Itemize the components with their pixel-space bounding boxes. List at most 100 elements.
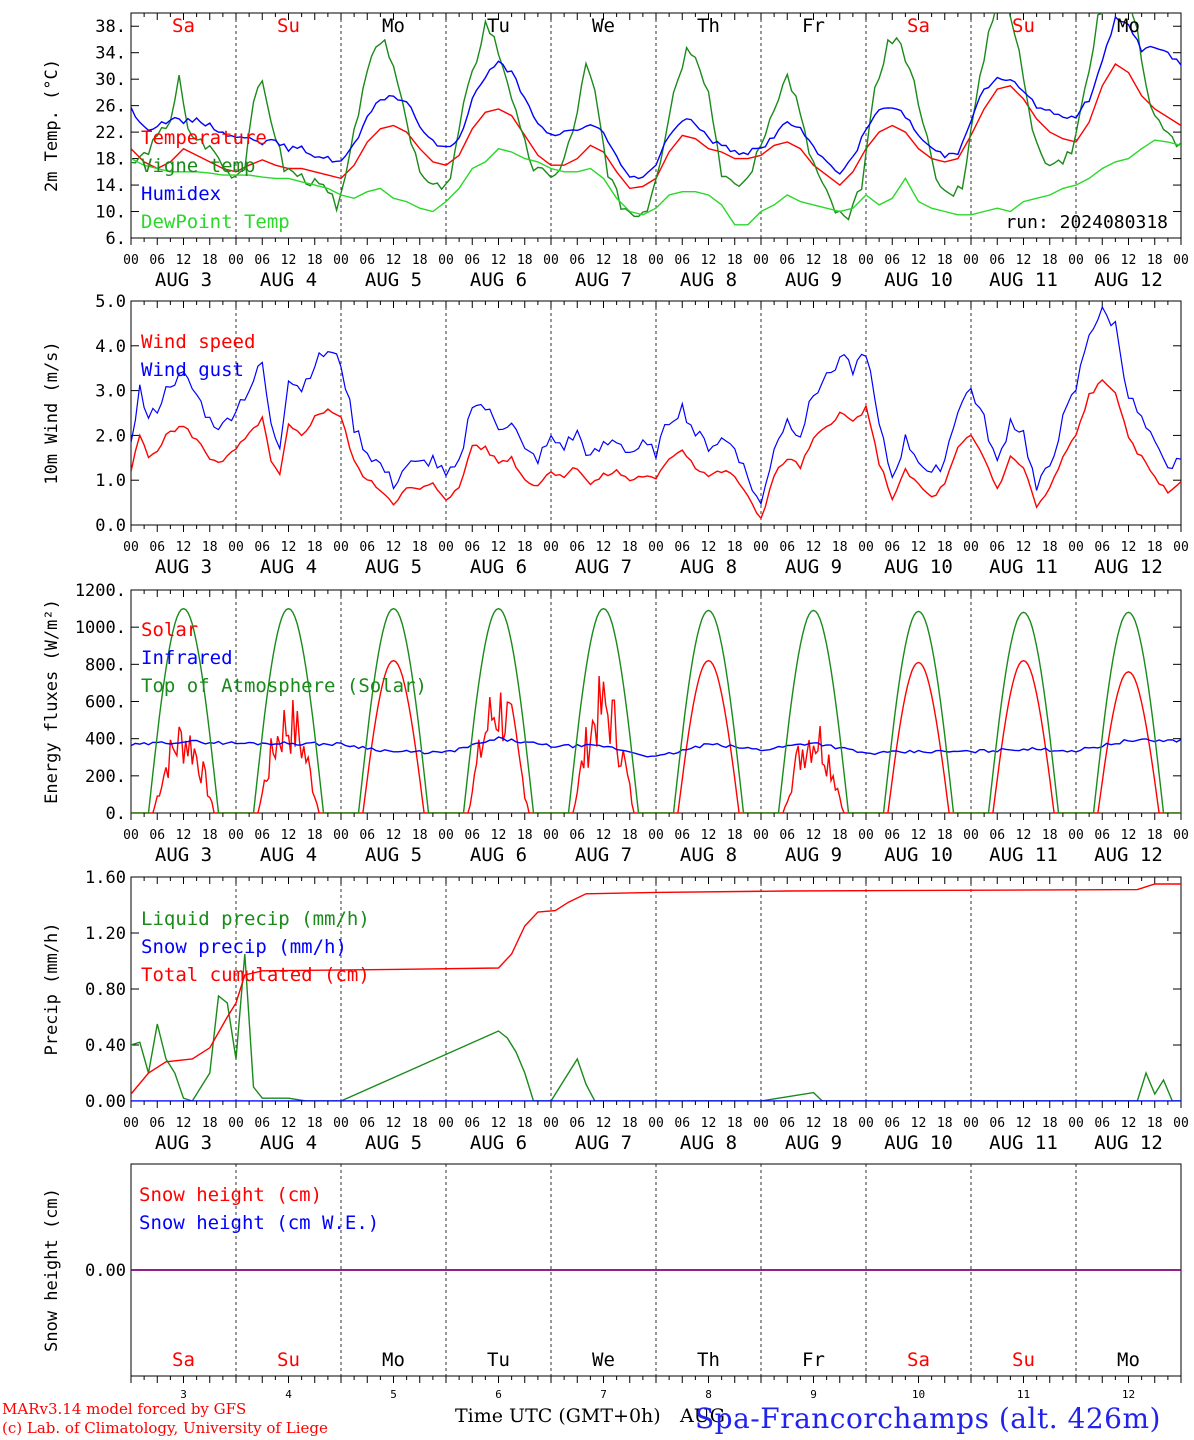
x-tick-label: 18: [832, 1116, 848, 1131]
x-tick-label: 12: [281, 253, 297, 268]
x-tick-label: 00: [123, 540, 139, 555]
x-tick-label: 00: [228, 1116, 244, 1131]
x-tick-label: 06: [884, 1116, 900, 1131]
y-tick-label: 0.0: [95, 516, 126, 536]
x-tick-label: 12: [701, 1116, 717, 1131]
x-tick-label: 12: [176, 540, 192, 555]
x-tick-label: 06: [254, 1116, 270, 1131]
x-tick-label: 12: [911, 540, 927, 555]
date-label: AUG 8: [680, 1132, 737, 1154]
y-tick-label: 1.20: [85, 924, 126, 944]
weekday-top: Tu: [487, 15, 510, 37]
x-tick-label: 00: [228, 540, 244, 555]
x-tick-label: 06: [779, 253, 795, 268]
series-infrared: [131, 736, 1181, 758]
weekday-bottom: Sa: [907, 1349, 930, 1371]
x-tick-label: 12: [701, 253, 717, 268]
x-tick-label: 00: [543, 828, 559, 843]
panel-wind: 00 06 12 18 00 06 12 18 00 06 12 18 00 06 12 18 00 06 12 18…: [42, 292, 1189, 578]
x-tick-label: 18: [517, 540, 533, 555]
x-tick-label: 12: [1016, 540, 1032, 555]
weekday-bottom: Mo: [1117, 1349, 1140, 1371]
x-tick-label: 00: [963, 253, 979, 268]
x-tick-label: 00: [858, 828, 874, 843]
model-credit-line2: (c) Lab. of Climatology, University of L…: [2, 1419, 328, 1437]
weekday-top: Sa: [907, 15, 930, 37]
x-tick-label: 06: [464, 540, 480, 555]
x-tick-label: 12: [1016, 1116, 1032, 1131]
x-tick-label: 18: [412, 828, 428, 843]
x-tick-label: 06: [464, 253, 480, 268]
station-label: Spa-Francorchamps (alt. 426m): [695, 1402, 1161, 1435]
series-vigne-temp: [131, 13, 1181, 221]
date-label: AUG 4: [260, 1132, 317, 1154]
x-tick-label: 12: [281, 540, 297, 555]
date-label: AUG 6: [470, 1132, 527, 1154]
x-tick-label: 18: [727, 1116, 743, 1131]
weekday-bottom: Mo: [382, 1349, 405, 1371]
date-label: AUG 10: [884, 1132, 953, 1154]
x-tick-label: 18: [1147, 828, 1163, 843]
date-label: AUG 6: [470, 556, 527, 578]
plot-frame: [130, 589, 1182, 814]
x-tick-label: 18: [832, 540, 848, 555]
series-wind-gust: [130, 305, 1182, 506]
x-tick-label: 06: [989, 1116, 1005, 1131]
x-tick-label: 00: [1068, 540, 1084, 555]
y-tick-label: 800.: [85, 655, 126, 675]
weekday-top: We: [592, 15, 615, 37]
panel-precip: 00 06 12 18 00 06 12 18 00 06 12 18 00 06 12 18 00 06 12 18…: [42, 868, 1189, 1154]
x-tick-label: 18: [727, 253, 743, 268]
x-tick-label: 06: [359, 540, 375, 555]
x-tick-label: 18: [202, 540, 218, 555]
legend-item: Snow height (cm W.E.): [139, 1212, 379, 1234]
x-tick-label: 06: [569, 253, 585, 268]
y-tick-label: 6.: [106, 229, 126, 249]
y-tick-label: 0.80: [85, 980, 126, 1000]
x-tick-label: 12: [806, 540, 822, 555]
x-tick-label: 18: [1147, 1116, 1163, 1131]
run-label: run: 2024080318: [1005, 212, 1168, 233]
x-tick-label: 12: [491, 253, 507, 268]
x-tick-label: 00: [753, 253, 769, 268]
x-tick-label: 12: [281, 828, 297, 843]
weekday-top: Mo: [1117, 15, 1140, 37]
y-tick-label: 34.: [95, 44, 126, 64]
date-label: AUG 8: [680, 269, 737, 291]
x-tick-label: 18: [727, 540, 743, 555]
y-tick-label: 4.0: [95, 337, 126, 357]
legend-item: Vigne temp: [141, 155, 255, 177]
x-tick-label: 00: [438, 828, 454, 843]
x-tick-label: 00: [228, 828, 244, 843]
date-label: AUG 11: [989, 556, 1058, 578]
day-number: 6: [495, 1388, 502, 1401]
x-tick-label: 18: [202, 253, 218, 268]
x-tick-label: 06: [149, 1116, 165, 1131]
x-tick-label: 12: [806, 1116, 822, 1131]
x-tick-label: 12: [596, 1116, 612, 1131]
weekday-bottom: Sa: [172, 1349, 195, 1371]
x-tick-label: 00: [333, 1116, 349, 1131]
y-tick-label: 22.: [95, 123, 126, 143]
legend-item: Liquid precip (mm/h): [141, 908, 370, 930]
x-tick-label: 06: [359, 828, 375, 843]
day-number: 3: [180, 1388, 187, 1401]
x-tick-label: 06: [254, 828, 270, 843]
date-label: AUG 4: [260, 269, 317, 291]
weekday-top: Mo: [382, 15, 405, 37]
x-tick-label: 12: [1016, 253, 1032, 268]
x-tick-label: 18: [622, 828, 638, 843]
x-tick-label: 06: [569, 540, 585, 555]
legend-item: Total cumulated (cm): [141, 964, 370, 986]
series-dewpoint-temp: [131, 139, 1181, 226]
x-tick-label: 12: [176, 1116, 192, 1131]
x-tick-label: 00: [333, 828, 349, 843]
x-tick-label: 12: [491, 1116, 507, 1131]
legend-item: Wind gust: [141, 359, 244, 381]
plot-frame: [130, 300, 1182, 526]
date-label: AUG 4: [260, 556, 317, 578]
x-tick-label: 12: [1121, 253, 1137, 268]
day-number: 8: [705, 1388, 712, 1401]
x-tick-label: 12: [806, 828, 822, 843]
